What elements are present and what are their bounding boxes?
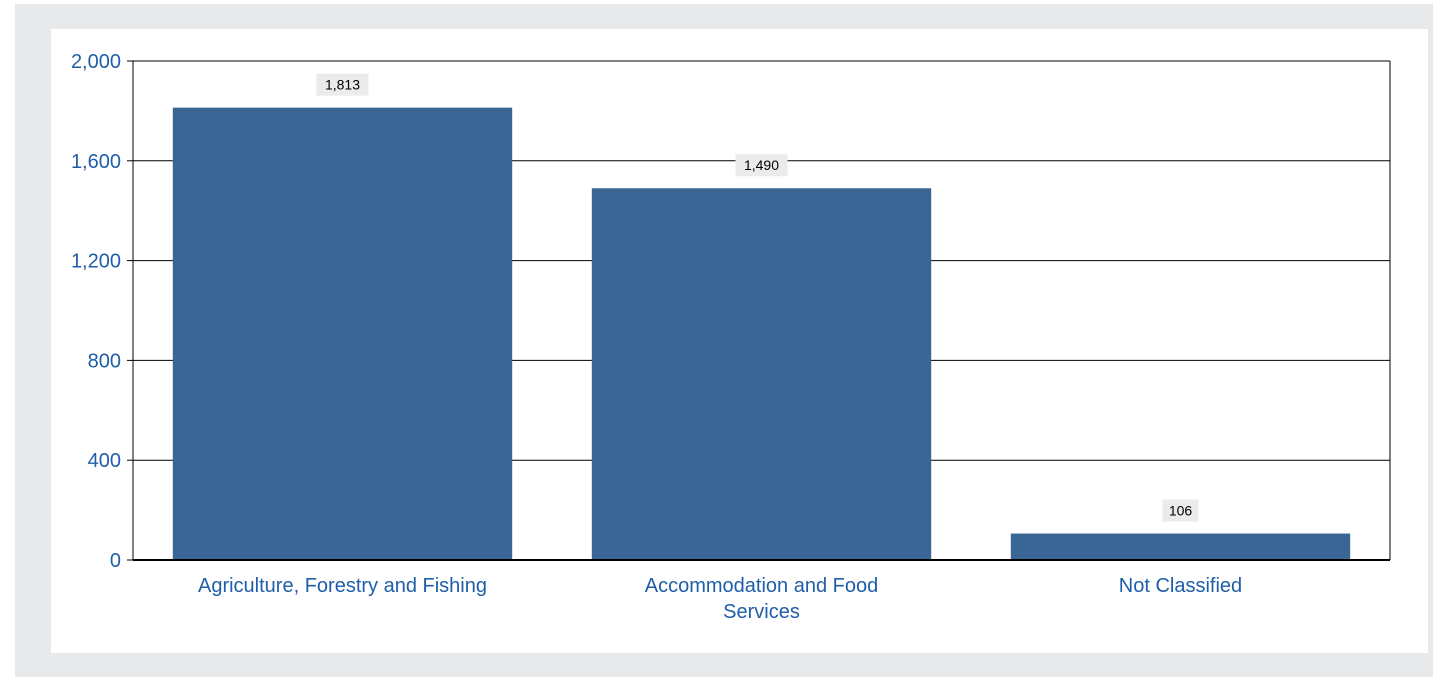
bar: [1010, 533, 1351, 560]
data-label: 1,813: [325, 77, 360, 93]
y-tick-label: 0: [110, 550, 121, 572]
y-tick-label: 400: [88, 450, 121, 472]
y-tick-label: 2,000: [71, 51, 121, 73]
x-category-label: Agriculture, Forestry and Fishing: [198, 575, 487, 597]
chart-panel: 0 400 800 1,200 1,600 2,000 1,813 Agriculture, …: [15, 4, 1433, 677]
bar: [591, 188, 932, 560]
x-category-label: Accommodation and Food Services: [645, 575, 878, 623]
data-label-box: [316, 73, 369, 96]
data-label-box: [1162, 499, 1199, 522]
x-category-label: Not Classified: [1119, 575, 1242, 597]
data-label-box: [735, 154, 788, 177]
y-tick-label: 800: [88, 350, 121, 372]
bar-chart: 0 400 800 1,200 1,600 2,000 1,813 Agriculture, …: [71, 51, 1391, 623]
y-tick-label: 1,200: [71, 251, 121, 273]
data-label: 106: [1169, 503, 1193, 519]
chart-card: 0 400 800 1,200 1,600 2,000 1,813 Agriculture, …: [51, 29, 1428, 653]
y-tick-label: 1,600: [71, 151, 121, 173]
data-label: 1,490: [744, 157, 779, 173]
bar: [172, 107, 513, 561]
